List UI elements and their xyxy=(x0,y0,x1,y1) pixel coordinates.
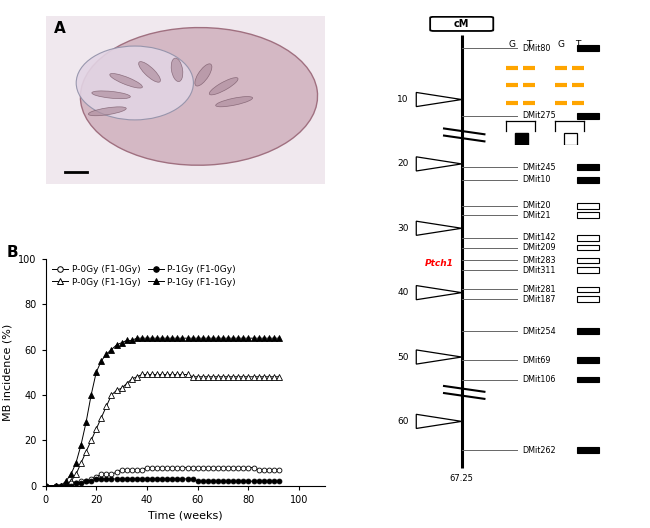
Text: 10: 10 xyxy=(397,95,409,104)
Text: DMit262: DMit262 xyxy=(523,446,556,455)
Text: DMit106: DMit106 xyxy=(523,375,556,384)
Ellipse shape xyxy=(81,27,318,165)
Bar xyxy=(577,296,599,302)
Bar xyxy=(577,287,599,293)
Text: 40: 40 xyxy=(397,288,409,297)
Ellipse shape xyxy=(216,97,253,107)
Text: 20: 20 xyxy=(397,159,409,168)
Legend: P-0Gy (F1-0Gy), P-0Gy (F1-1Gy), P-1Gy (F1-0Gy), P-1Gy (F1-1Gy): P-0Gy (F1-0Gy), P-0Gy (F1-1Gy), P-1Gy (F… xyxy=(50,263,238,288)
Text: DMit21: DMit21 xyxy=(523,211,551,220)
Polygon shape xyxy=(416,286,462,300)
Ellipse shape xyxy=(171,58,183,81)
Bar xyxy=(564,133,577,145)
Bar xyxy=(577,45,599,51)
Text: DMit254: DMit254 xyxy=(523,327,556,336)
Polygon shape xyxy=(416,92,462,107)
Text: DMit245: DMit245 xyxy=(523,163,556,172)
Text: DMit69: DMit69 xyxy=(523,356,551,365)
Text: A: A xyxy=(54,21,66,36)
Y-axis label: MB incidence (%): MB incidence (%) xyxy=(3,324,12,421)
Bar xyxy=(577,164,599,170)
Polygon shape xyxy=(416,414,462,428)
Text: T: T xyxy=(575,40,580,49)
FancyBboxPatch shape xyxy=(430,17,493,31)
Bar xyxy=(577,112,599,118)
Bar xyxy=(577,328,599,334)
Text: DMit311: DMit311 xyxy=(523,266,556,275)
Text: T: T xyxy=(526,40,531,49)
Ellipse shape xyxy=(88,107,126,116)
Ellipse shape xyxy=(76,46,194,120)
Bar xyxy=(577,447,599,453)
Bar xyxy=(577,258,599,263)
Text: Ptch1: Ptch1 xyxy=(425,259,454,268)
Text: 60: 60 xyxy=(397,417,409,426)
Ellipse shape xyxy=(92,91,131,99)
Ellipse shape xyxy=(110,73,142,88)
Bar xyxy=(577,177,599,183)
Bar xyxy=(515,133,528,145)
Text: DMit275: DMit275 xyxy=(523,111,556,120)
Polygon shape xyxy=(416,221,462,235)
Text: DMit10: DMit10 xyxy=(523,175,551,184)
Bar xyxy=(577,244,599,250)
Text: DMit281: DMit281 xyxy=(523,285,556,294)
Bar xyxy=(577,212,599,218)
Text: 50: 50 xyxy=(397,353,409,362)
Text: 67.25: 67.25 xyxy=(450,475,474,484)
Text: B: B xyxy=(6,245,18,260)
Bar xyxy=(577,203,599,209)
Text: DMit142: DMit142 xyxy=(523,233,556,242)
Text: DMit209: DMit209 xyxy=(523,243,556,252)
Bar xyxy=(577,267,599,273)
Bar xyxy=(577,357,599,363)
Ellipse shape xyxy=(138,62,161,82)
Bar xyxy=(577,376,599,382)
Text: G: G xyxy=(558,40,565,49)
Text: DMit20: DMit20 xyxy=(523,201,551,210)
Text: cM: cM xyxy=(454,19,469,29)
Text: 30: 30 xyxy=(397,224,409,233)
Ellipse shape xyxy=(209,78,238,95)
Text: G: G xyxy=(509,40,516,49)
Text: DMit80: DMit80 xyxy=(523,43,551,52)
Text: DMit187: DMit187 xyxy=(523,295,556,304)
Polygon shape xyxy=(416,350,462,364)
Ellipse shape xyxy=(195,64,212,86)
X-axis label: Time (weeks): Time (weeks) xyxy=(148,511,222,520)
Bar xyxy=(577,235,599,241)
Text: DMit283: DMit283 xyxy=(523,256,556,265)
Polygon shape xyxy=(416,157,462,171)
